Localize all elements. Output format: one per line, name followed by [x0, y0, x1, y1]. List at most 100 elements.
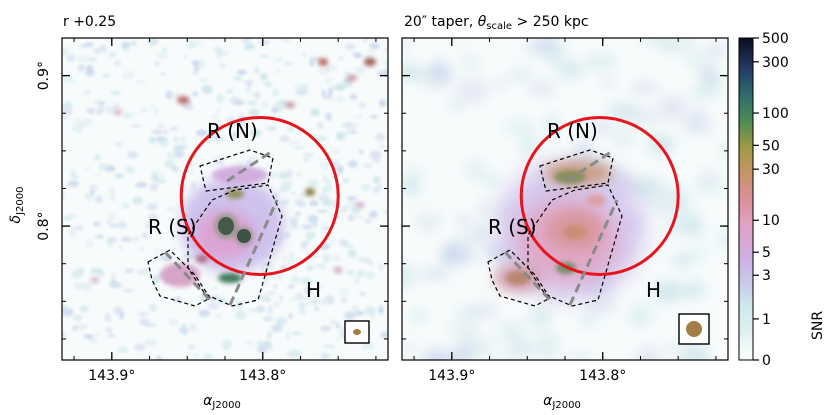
noise-speck: [337, 208, 342, 214]
noise-blob: [402, 176, 422, 196]
noise-speck: [328, 86, 333, 96]
noise-blob: [482, 174, 501, 186]
noise-speck: [274, 57, 283, 62]
right-core-region: [527, 184, 623, 307]
noise-blob: [687, 108, 708, 130]
noise-speck: [104, 312, 111, 321]
noise-speck: [85, 239, 94, 248]
noise-speck: [95, 330, 101, 338]
noise-blob: [527, 80, 557, 98]
noise-blob: [447, 98, 465, 112]
noise-speck: [215, 314, 222, 319]
noise-speck: [127, 151, 139, 159]
colorbar-tick-label: 1: [762, 312, 771, 328]
noise-speck: [301, 224, 312, 230]
noise-speck: [72, 119, 82, 125]
noise-speck: [245, 341, 254, 345]
noise-speck: [151, 173, 159, 182]
noise-blob: [717, 233, 728, 246]
noise-speck: [212, 113, 219, 120]
noise-speck: [105, 326, 113, 334]
noise-speck: [243, 42, 255, 51]
noise-speck: [105, 165, 116, 172]
noise-blob: [419, 220, 433, 231]
source: [218, 273, 242, 283]
noise-speck: [122, 113, 131, 119]
noise-speck: [363, 38, 368, 43]
noise-speck: [222, 339, 233, 349]
noise-speck: [169, 92, 180, 97]
noise-speck: [345, 43, 355, 51]
noise-speck: [267, 305, 273, 315]
noise-speck: [165, 90, 174, 100]
noise-speck: [135, 80, 147, 85]
colorbar-gradient: [738, 37, 754, 361]
noise-speck: [90, 189, 96, 195]
noise-speck: [77, 268, 85, 273]
noise-speck: [105, 105, 116, 115]
right-relic-south-region: [487, 249, 551, 307]
noise-blob: [402, 263, 416, 289]
noise-speck: [359, 291, 366, 297]
noise-speck: [338, 56, 344, 61]
noise-speck: [370, 115, 378, 119]
noise-speck: [191, 60, 200, 66]
noise-blob: [628, 304, 653, 327]
noise-speck: [369, 46, 375, 55]
noise-speck: [354, 310, 365, 316]
noise-speck: [382, 59, 388, 65]
noise-speck: [144, 339, 157, 347]
noise-speck: [144, 323, 157, 328]
noise-speck: [294, 198, 304, 206]
left-relic-south-emission: [160, 263, 200, 287]
noise-speck: [256, 340, 263, 345]
noise-speck: [160, 72, 166, 76]
left-relic-axis-core: [228, 199, 279, 306]
noise-speck: [320, 352, 330, 360]
noise-speck: [132, 236, 139, 243]
noise-speck: [147, 38, 159, 46]
noise-speck: [343, 242, 351, 248]
noise-speck: [240, 38, 250, 43]
noise-speck: [311, 298, 318, 306]
noise-blob: [533, 306, 550, 329]
noise-speck: [331, 254, 341, 262]
noise-speck: [85, 64, 94, 74]
noise-blob: [716, 139, 728, 163]
noise-speck: [182, 54, 188, 59]
noise-speck: [288, 284, 295, 289]
noise-speck: [150, 182, 159, 192]
noise-speck: [365, 257, 371, 264]
noise-speck: [263, 277, 268, 286]
noise-blob: [565, 351, 593, 360]
noise-blob: [584, 298, 617, 315]
noise-speck: [99, 44, 107, 53]
noise-blob: [477, 200, 491, 220]
noise-speck: [272, 301, 280, 308]
noise-speck: [272, 272, 284, 281]
noise-blob: [504, 119, 535, 136]
noise-speck: [369, 314, 376, 319]
colorbar-tick-label: 30: [762, 162, 780, 178]
noise-speck: [347, 214, 355, 222]
right-relic-axis-north: [566, 150, 612, 183]
noise-speck: [192, 91, 198, 97]
noise-speck: [321, 297, 330, 303]
noise-speck: [368, 210, 378, 219]
noise-speck: [63, 116, 68, 120]
noise-speck: [95, 109, 103, 115]
noise-speck: [164, 159, 175, 169]
noise-speck: [315, 136, 328, 142]
noise-speck: [163, 128, 168, 134]
noise-speck: [186, 40, 197, 50]
left-label-relic-south: R (S): [148, 215, 197, 239]
noise-speck: [198, 78, 210, 82]
noise-speck: [139, 106, 149, 114]
left-panel: [61, 37, 389, 361]
noise-blob: [687, 215, 703, 238]
source: [177, 96, 189, 104]
colorbar-tick-label: 3: [762, 268, 771, 284]
noise-speck: [216, 50, 223, 58]
colorbar-tick-label: 100: [762, 106, 789, 122]
noise-speck: [373, 187, 379, 194]
